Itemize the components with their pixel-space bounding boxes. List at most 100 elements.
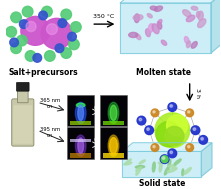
Circle shape <box>168 149 177 158</box>
Ellipse shape <box>135 166 145 168</box>
Circle shape <box>186 109 194 117</box>
Ellipse shape <box>124 162 132 165</box>
Circle shape <box>55 44 64 53</box>
Circle shape <box>151 109 159 117</box>
Ellipse shape <box>159 162 162 172</box>
Bar <box>70 153 91 158</box>
Ellipse shape <box>158 160 165 163</box>
Circle shape <box>167 115 188 136</box>
Ellipse shape <box>196 11 200 18</box>
Circle shape <box>193 128 196 130</box>
Circle shape <box>17 35 27 46</box>
Ellipse shape <box>75 135 86 156</box>
Circle shape <box>165 126 184 146</box>
Ellipse shape <box>161 40 167 45</box>
Ellipse shape <box>147 14 152 18</box>
Text: 395 nm: 395 nm <box>40 127 60 132</box>
FancyBboxPatch shape <box>17 88 28 103</box>
Ellipse shape <box>154 6 162 11</box>
Circle shape <box>170 105 173 107</box>
Circle shape <box>160 155 169 163</box>
Circle shape <box>47 24 57 35</box>
Ellipse shape <box>167 168 177 173</box>
Ellipse shape <box>136 167 142 171</box>
Circle shape <box>6 26 17 37</box>
Ellipse shape <box>184 36 189 44</box>
Ellipse shape <box>76 103 85 107</box>
Ellipse shape <box>183 10 191 17</box>
FancyBboxPatch shape <box>13 105 32 144</box>
Ellipse shape <box>108 102 119 123</box>
Circle shape <box>11 43 21 53</box>
Circle shape <box>188 146 190 148</box>
Text: off: off <box>94 105 100 110</box>
Text: on: on <box>47 104 53 109</box>
Circle shape <box>191 126 200 135</box>
Circle shape <box>162 157 165 159</box>
Ellipse shape <box>184 168 191 174</box>
FancyBboxPatch shape <box>12 99 34 146</box>
Circle shape <box>188 111 190 113</box>
Circle shape <box>61 9 72 20</box>
Ellipse shape <box>182 169 184 176</box>
Ellipse shape <box>191 42 197 48</box>
Polygon shape <box>201 143 212 177</box>
Ellipse shape <box>186 41 191 48</box>
Text: on: on <box>47 132 53 138</box>
Bar <box>103 153 124 158</box>
Ellipse shape <box>145 29 150 37</box>
Bar <box>70 121 91 125</box>
Circle shape <box>58 19 67 27</box>
Circle shape <box>10 38 19 47</box>
Ellipse shape <box>191 6 198 10</box>
Ellipse shape <box>78 105 84 121</box>
Bar <box>100 94 127 126</box>
Circle shape <box>70 22 81 32</box>
Ellipse shape <box>157 22 162 29</box>
Circle shape <box>42 6 52 17</box>
Circle shape <box>147 128 149 130</box>
Ellipse shape <box>174 159 181 165</box>
Ellipse shape <box>110 137 117 154</box>
FancyBboxPatch shape <box>17 82 29 91</box>
Circle shape <box>33 53 42 62</box>
Circle shape <box>68 32 76 41</box>
Polygon shape <box>122 151 201 177</box>
Polygon shape <box>122 143 212 151</box>
Bar <box>67 94 94 126</box>
Circle shape <box>186 144 194 151</box>
Circle shape <box>139 118 142 121</box>
Ellipse shape <box>198 11 203 20</box>
Ellipse shape <box>136 166 141 175</box>
Ellipse shape <box>108 135 119 156</box>
Circle shape <box>25 51 36 61</box>
Circle shape <box>61 48 72 58</box>
Ellipse shape <box>110 105 117 121</box>
Ellipse shape <box>168 165 176 167</box>
Ellipse shape <box>150 6 157 10</box>
Ellipse shape <box>198 19 206 28</box>
Polygon shape <box>120 0 221 3</box>
Ellipse shape <box>152 24 159 34</box>
Ellipse shape <box>152 162 155 172</box>
Text: 350 °C: 350 °C <box>93 14 114 19</box>
Ellipse shape <box>135 34 141 40</box>
Circle shape <box>170 151 173 154</box>
Bar <box>103 121 124 125</box>
Circle shape <box>168 103 177 111</box>
Circle shape <box>153 146 155 148</box>
Polygon shape <box>120 3 211 53</box>
Bar <box>70 139 91 142</box>
Ellipse shape <box>168 159 171 167</box>
Circle shape <box>39 11 48 20</box>
Polygon shape <box>211 0 221 53</box>
Ellipse shape <box>126 159 131 163</box>
Circle shape <box>44 51 55 61</box>
Circle shape <box>153 111 155 113</box>
Text: off: off <box>94 137 100 142</box>
Ellipse shape <box>129 32 138 37</box>
Circle shape <box>151 144 159 151</box>
Text: 365 nm: 365 nm <box>40 98 60 103</box>
Ellipse shape <box>75 102 86 123</box>
Circle shape <box>26 22 36 32</box>
